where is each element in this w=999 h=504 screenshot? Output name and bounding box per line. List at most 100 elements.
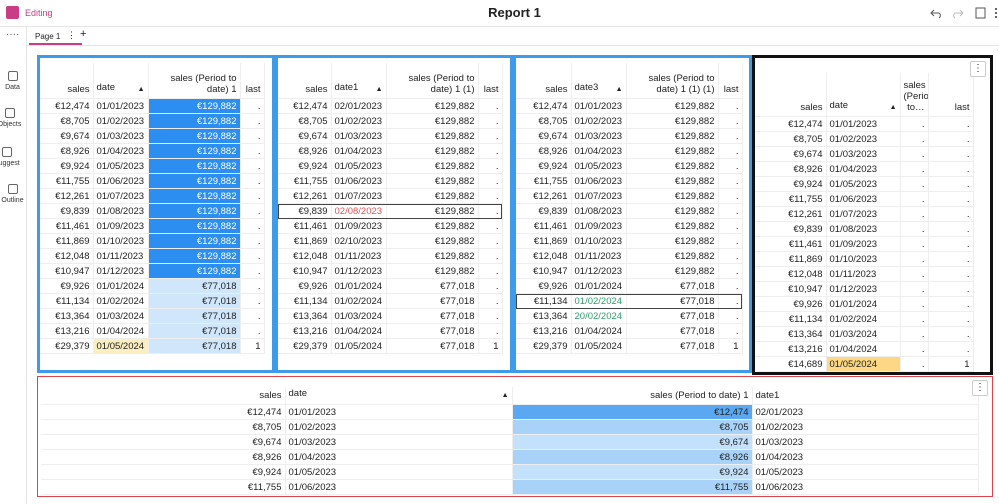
table-cell: 20/02/2024 xyxy=(571,309,626,324)
table-cell: 01/02/2024 xyxy=(93,294,148,309)
table-row: €11,46101/09/2023€129,882. xyxy=(40,219,264,234)
sidebar-item[interactable]: Outline xyxy=(0,184,25,204)
sidebar-label: Outline xyxy=(0,197,25,204)
panel-menu[interactable]: ⋮ xyxy=(972,380,988,396)
table-row: €11,86901/10/2023€129,882. xyxy=(40,234,264,249)
column-header[interactable]: sales (Period to… xyxy=(900,73,928,117)
table-cell: 01/04/2024 xyxy=(571,324,626,339)
table-cell: €129,882 xyxy=(626,264,718,279)
undo[interactable] xyxy=(931,10,940,18)
table-cell: . xyxy=(928,207,973,222)
table-cell: €129,882 xyxy=(386,129,478,144)
table-cell: 01/01/2023 xyxy=(826,117,900,132)
table-cell: . xyxy=(718,204,742,219)
table-cell: 01/09/2023 xyxy=(826,237,900,252)
table-cell: . xyxy=(478,219,502,234)
table-row: €13,21601/04/2024.. xyxy=(755,342,973,357)
table-row: €8,70501/02/2023€8,70501/02/2023 xyxy=(41,420,978,435)
table-cell: 02/01/2023 xyxy=(752,405,978,420)
more[interactable]: ···· xyxy=(6,29,19,40)
data-table: salesdate1sales (Period to date) 1 (1)la… xyxy=(278,63,503,354)
table-cell: 01/06/2023 xyxy=(826,192,900,207)
column-header[interactable]: sales (Period to date) 1 (1) (1) xyxy=(626,63,718,99)
table-cell: 01/07/2023 xyxy=(826,207,900,222)
table-cell: €77,018 xyxy=(148,294,240,309)
column-header[interactable]: sales (Period to date) 1 xyxy=(148,63,240,99)
table-cell: . xyxy=(928,237,973,252)
column-header[interactable]: sales xyxy=(40,63,93,99)
table-cell: 01/03/2023 xyxy=(752,435,978,450)
table-cell: 01/02/2023 xyxy=(571,114,626,129)
column-header[interactable]: last xyxy=(928,73,973,117)
table-cell: . xyxy=(718,309,742,324)
table-cell: €9,924 xyxy=(516,159,571,174)
column-header[interactable]: date3 xyxy=(571,63,626,99)
column-header[interactable]: last xyxy=(240,63,264,99)
column-header[interactable]: date xyxy=(826,73,900,117)
table-cell: . xyxy=(240,264,264,279)
tab-menu[interactable]: ⋮ xyxy=(67,30,76,41)
table-panel[interactable]: ⋮salesdatesales (Period to…last€12,47401… xyxy=(752,55,993,375)
column-header[interactable]: last xyxy=(718,63,742,99)
column-header[interactable]: date xyxy=(285,387,512,405)
column-header[interactable]: sales (Period to date) 1 (1) xyxy=(386,63,478,99)
column-header[interactable]: date xyxy=(93,63,148,99)
table-row: €12,04801/11/2023.. xyxy=(755,267,973,282)
table-cell: . xyxy=(478,294,502,309)
table-cell: €77,018 xyxy=(386,339,478,354)
table-cell: 01/08/2023 xyxy=(826,222,900,237)
table-row: €9,67401/03/2023€129,882. xyxy=(40,129,264,144)
table-panel[interactable]: salesdate3sales (Period to date) 1 (1) (… xyxy=(513,55,752,373)
table-row: €8,92601/04/2023€129,882. xyxy=(516,144,742,159)
table-cell: €9,674 xyxy=(516,129,571,144)
table-cell: €11,134 xyxy=(755,312,826,327)
table-cell: 01/05/2023 xyxy=(571,159,626,174)
table-cell: . xyxy=(240,249,264,264)
sidebar-item[interactable]: Objects xyxy=(0,108,22,128)
column-header[interactable]: last xyxy=(478,63,502,99)
column-header[interactable]: sales xyxy=(755,73,826,117)
table-cell: 01/04/2024 xyxy=(826,342,900,357)
column-header[interactable]: sales (Period to date) 1 xyxy=(512,387,752,405)
table-cell: €11,755 xyxy=(516,174,571,189)
table-row: €14,68901/05/2024.1 xyxy=(755,357,973,372)
table-cell: . xyxy=(718,129,742,144)
toolbar-icons[interactable] xyxy=(930,6,999,20)
panel-menu[interactable]: ⋮ xyxy=(970,61,986,77)
redo[interactable] xyxy=(954,10,963,18)
table-cell: . xyxy=(718,159,742,174)
table-cell: €8,705 xyxy=(755,132,826,147)
table-row: €13,36401/03/2024.. xyxy=(755,327,973,342)
table-panel[interactable]: salesdate1sales (Period to date) 1 (1)la… xyxy=(275,55,513,373)
table-cell: €8,926 xyxy=(278,144,331,159)
table-cell: . xyxy=(718,219,742,234)
column-header[interactable]: date1 xyxy=(331,63,386,99)
table-cell: 01/12/2023 xyxy=(826,282,900,297)
table-panel[interactable]: salesdatesales (Period to date) 1last€12… xyxy=(37,55,275,373)
table-row: €9,83902/08/2023€129,882. xyxy=(278,204,502,219)
sidebar-icon xyxy=(8,71,18,81)
column-header[interactable]: sales xyxy=(516,63,571,99)
table-cell: €13,216 xyxy=(755,342,826,357)
sidebar-item[interactable]: Data xyxy=(0,71,25,91)
table-row: €11,13401/02/2024.. xyxy=(755,312,973,327)
table-cell: €13,364 xyxy=(278,309,331,324)
table-cell: €12,474 xyxy=(755,117,826,132)
column-header[interactable]: sales xyxy=(41,387,285,405)
table-cell: €77,018 xyxy=(148,279,240,294)
sidebar-item[interactable]: Suggest xyxy=(0,147,19,167)
column-header[interactable]: date1 xyxy=(752,387,978,405)
table-panel[interactable]: ⋮salesdatesales (Period to date) 1date1€… xyxy=(37,376,993,497)
table-cell: 01/05/2023 xyxy=(752,465,978,480)
table-cell: €129,882 xyxy=(626,174,718,189)
table-row: €11,86901/10/2023.. xyxy=(755,252,973,267)
table-cell: €12,048 xyxy=(278,249,331,264)
add-tab[interactable]: + xyxy=(80,28,86,40)
table-cell: €129,882 xyxy=(626,249,718,264)
table-cell: 01/03/2023 xyxy=(571,129,626,144)
save[interactable] xyxy=(976,8,985,18)
column-header[interactable]: sales xyxy=(278,63,331,99)
table-cell: 01/12/2023 xyxy=(93,264,148,279)
table-cell: 01/06/2023 xyxy=(752,480,978,495)
table-cell: €12,474 xyxy=(512,405,752,420)
